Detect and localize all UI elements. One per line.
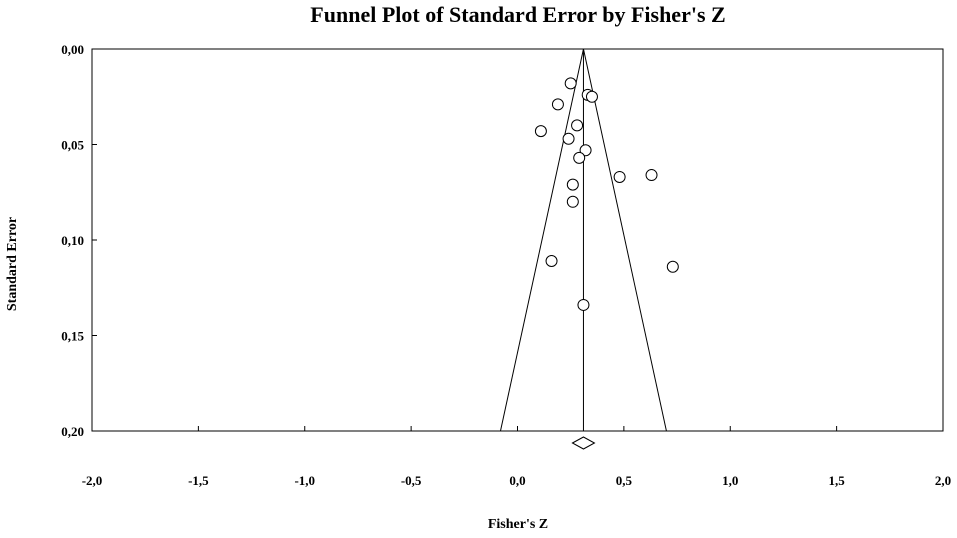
study-point	[564, 77, 577, 90]
study-point	[579, 144, 592, 157]
y-tick-label: 0,20	[61, 424, 84, 439]
y-tick-label: 0,10	[61, 233, 84, 248]
x-tick-label: 2,0	[935, 473, 951, 488]
x-tick-label: 1,5	[829, 473, 846, 488]
study-point	[573, 151, 586, 164]
study-point	[645, 169, 658, 182]
y-tick-label: 0,15	[61, 329, 84, 344]
study-point	[571, 119, 584, 132]
x-tick-label: 0,5	[616, 473, 633, 488]
study-point	[545, 255, 558, 268]
x-tick-label: -1,0	[294, 473, 315, 488]
x-axis: -2,0 -1,5 -1,0 -0,5 0,0 0,5 1,0 1,5 2,0	[82, 426, 951, 488]
funnel-left-line	[499, 48, 584, 432]
plot-area	[91, 48, 944, 432]
study-point	[613, 170, 626, 183]
y-tick-label: 0,05	[61, 138, 84, 153]
funnel-lines	[499, 48, 667, 450]
x-tick-label: -2,0	[82, 473, 103, 488]
x-tick-label: 1,0	[722, 473, 738, 488]
study-point	[577, 298, 590, 311]
study-point	[566, 178, 579, 191]
x-tick-label: -1,5	[188, 473, 209, 488]
x-axis-label: Fisher's Z	[488, 517, 548, 532]
x-tick-label: -0,5	[401, 473, 422, 488]
x-tick-label: 0,0	[509, 473, 525, 488]
data-points	[534, 77, 679, 311]
chart-title: Funnel Plot of Standard Error by Fisher'…	[310, 2, 725, 27]
study-point	[534, 125, 547, 138]
summary-diamond	[571, 436, 596, 450]
study-point	[566, 195, 579, 208]
study-point	[666, 260, 679, 273]
y-tick-label: 0,00	[61, 42, 84, 57]
y-axis: 0,00 0,05 0,10 0,15 0,20	[61, 42, 97, 439]
funnel-right-line	[582, 48, 667, 432]
study-point	[551, 98, 564, 111]
study-point	[585, 90, 598, 103]
y-axis-label: Standard Error	[5, 217, 20, 311]
study-point	[562, 132, 575, 145]
